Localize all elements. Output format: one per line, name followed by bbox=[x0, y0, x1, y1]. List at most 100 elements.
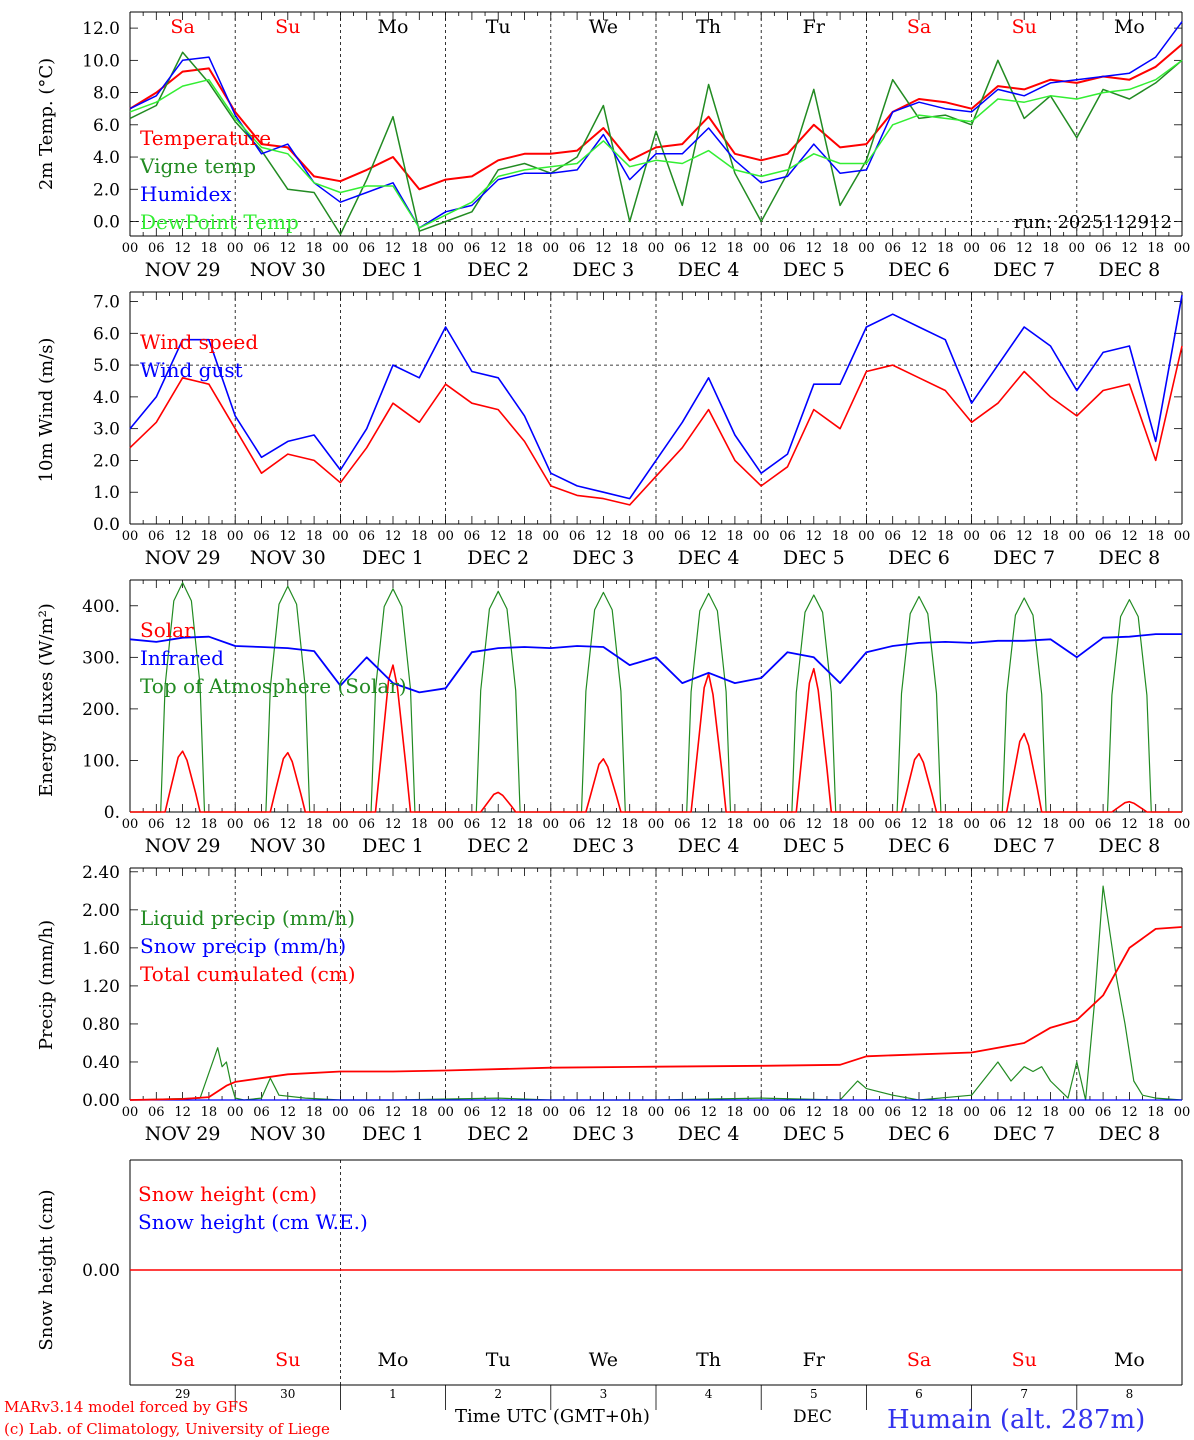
energy-hour-label: 00 bbox=[648, 817, 665, 832]
temp-hour-label: 00 bbox=[227, 241, 244, 256]
wind-hour-label: 18 bbox=[1042, 529, 1059, 544]
temp-hour-label: 00 bbox=[1174, 241, 1191, 256]
precip-hour-label: 06 bbox=[674, 1105, 691, 1120]
footer: MARv3.14 model forced by GFS (c) Lab. of… bbox=[4, 1398, 1145, 1438]
energy-hour-label: 18 bbox=[306, 817, 323, 832]
precip-y-tick-label: 1.20 bbox=[82, 977, 120, 997]
energy-date-label: DEC 1 bbox=[362, 835, 424, 857]
energy-date-label: NOV 29 bbox=[145, 835, 221, 857]
wind-hour-label: 18 bbox=[727, 529, 744, 544]
day-number-label: 5 bbox=[810, 1387, 818, 1401]
precip-hour-label: 12 bbox=[806, 1105, 823, 1120]
wind-hour-label: 00 bbox=[543, 529, 560, 544]
temp-y-label: 2m Temp. (°C) bbox=[36, 58, 57, 190]
energy-hour-label: 18 bbox=[832, 817, 849, 832]
temp-weekday-label: Sa bbox=[907, 16, 931, 38]
temp-series-dewpoint-temp bbox=[129, 59, 1183, 229]
temp-series-vigne-temp bbox=[129, 51, 1183, 236]
precip-hour-label: 00 bbox=[437, 1105, 454, 1120]
precip-hour-label: 18 bbox=[306, 1105, 323, 1120]
temp-hour-label: 18 bbox=[1147, 241, 1164, 256]
day-number-label: 8 bbox=[1126, 1387, 1134, 1401]
precip-date-label: DEC 6 bbox=[888, 1123, 950, 1145]
wind-date-label: DEC 1 bbox=[362, 547, 424, 569]
temp-y-tick-label: 8.0 bbox=[93, 84, 120, 104]
energy-hour-label: 18 bbox=[1147, 817, 1164, 832]
snow-legend-0: Snow height (cm) bbox=[138, 1182, 317, 1206]
temp-hour-label: 00 bbox=[1069, 241, 1086, 256]
energy-hour-label: 06 bbox=[674, 817, 691, 832]
energy-legend-1: Infrared bbox=[140, 646, 224, 670]
day-number-label: 4 bbox=[705, 1387, 713, 1401]
wind-hour-label: 00 bbox=[963, 529, 980, 544]
precip-date-label: DEC 8 bbox=[1099, 1123, 1161, 1145]
precip-date-label: DEC 2 bbox=[467, 1123, 529, 1145]
energy-hour-label: 06 bbox=[464, 817, 481, 832]
temp-hour-label: 18 bbox=[727, 241, 744, 256]
wind-hour-label: 06 bbox=[884, 529, 901, 544]
precip-date-label: NOV 30 bbox=[250, 1123, 326, 1145]
energy-hour-label: 00 bbox=[227, 817, 244, 832]
temp-hour-label: 06 bbox=[1095, 241, 1112, 256]
wind-y-tick-label: 1.0 bbox=[93, 483, 120, 503]
precip-hour-label: 00 bbox=[543, 1105, 560, 1120]
energy-hour-label: 12 bbox=[490, 817, 507, 832]
wind-y-label: 10m Wind (m/s) bbox=[36, 338, 57, 483]
temperature-panel: Sa Su Mo Tu We Th Fr Sa Su Mo 0.0 2.0 4.0 6.0 8.0 10.0 1… bbox=[36, 11, 1191, 281]
precip-hour-label: 18 bbox=[832, 1105, 849, 1120]
temp-weekday-label: Tu bbox=[486, 16, 511, 38]
temp-hour-label: 12 bbox=[174, 241, 191, 256]
temp-date-label: DEC 2 bbox=[467, 259, 529, 281]
energy-hour-label: 18 bbox=[516, 817, 533, 832]
day-number-label: 1 bbox=[389, 1387, 397, 1401]
temp-hour-label: 18 bbox=[411, 241, 428, 256]
precip-hour-label: 00 bbox=[858, 1105, 875, 1120]
temp-hour-label: 12 bbox=[700, 241, 717, 256]
wind-y-tick-label: 4.0 bbox=[93, 388, 120, 408]
precip-hour-label: 12 bbox=[490, 1105, 507, 1120]
precip-hour-label: 18 bbox=[937, 1105, 954, 1120]
wind-hour-label: 06 bbox=[674, 529, 691, 544]
temp-date-label: DEC 4 bbox=[678, 259, 740, 281]
time-axis-label: Time UTC (GMT+0h) bbox=[455, 1406, 650, 1427]
energy-hour-label: 00 bbox=[543, 817, 560, 832]
energy-y-tick-label: 400. bbox=[82, 597, 120, 617]
energy-hour-label: 00 bbox=[437, 817, 454, 832]
precip-y-tick-label: 2.00 bbox=[82, 901, 120, 921]
energy-panel: 0. 100. 200. 300. 400. Energy fluxes (W/m²) So… bbox=[36, 579, 1190, 857]
wind-hour-label: 00 bbox=[1174, 529, 1191, 544]
temp-hour-label: 00 bbox=[753, 241, 770, 256]
temp-hour-label: 00 bbox=[122, 241, 139, 256]
snow-weekday-label: Th bbox=[696, 1349, 721, 1371]
temp-hour-label: 06 bbox=[779, 241, 796, 256]
day-number-label: 29 bbox=[175, 1387, 190, 1401]
energy-hour-label: 12 bbox=[806, 817, 823, 832]
temp-date-label: DEC 7 bbox=[993, 259, 1055, 281]
temp-date-label: DEC 5 bbox=[783, 259, 845, 281]
wind-hour-label: 12 bbox=[700, 529, 717, 544]
temp-y-tick-label: 10.0 bbox=[82, 51, 120, 71]
wind-y-tick-label: 3.0 bbox=[93, 420, 120, 440]
energy-y-tick-label: 100. bbox=[82, 751, 120, 771]
energy-y-tick-label: 300. bbox=[82, 648, 120, 668]
wind-hour-label: 18 bbox=[411, 529, 428, 544]
energy-hour-label: 06 bbox=[569, 817, 586, 832]
day-number-label: 7 bbox=[1020, 1387, 1028, 1401]
snow-weekday-label: Tu bbox=[486, 1349, 511, 1371]
temp-hour-label: 12 bbox=[1121, 241, 1138, 256]
wind-hour-label: 00 bbox=[332, 529, 349, 544]
wind-hour-label: 06 bbox=[990, 529, 1007, 544]
wind-hour-label: 12 bbox=[911, 529, 928, 544]
precip-hour-label: 18 bbox=[516, 1105, 533, 1120]
wind-hour-label: 00 bbox=[1069, 529, 1086, 544]
temp-hour-label: 00 bbox=[437, 241, 454, 256]
precip-legend-2: Total cumulated (cm) bbox=[140, 962, 356, 986]
energy-hour-label: 18 bbox=[201, 817, 218, 832]
temp-hour-label: 12 bbox=[385, 241, 402, 256]
temp-hour-label: 00 bbox=[543, 241, 560, 256]
temp-hour-label: 18 bbox=[306, 241, 323, 256]
temp-date-label: DEC 6 bbox=[888, 259, 950, 281]
energy-y-tick-label: 0. bbox=[104, 803, 120, 823]
temp-hour-label: 18 bbox=[832, 241, 849, 256]
snow-weekday-label: Sa bbox=[907, 1349, 931, 1371]
